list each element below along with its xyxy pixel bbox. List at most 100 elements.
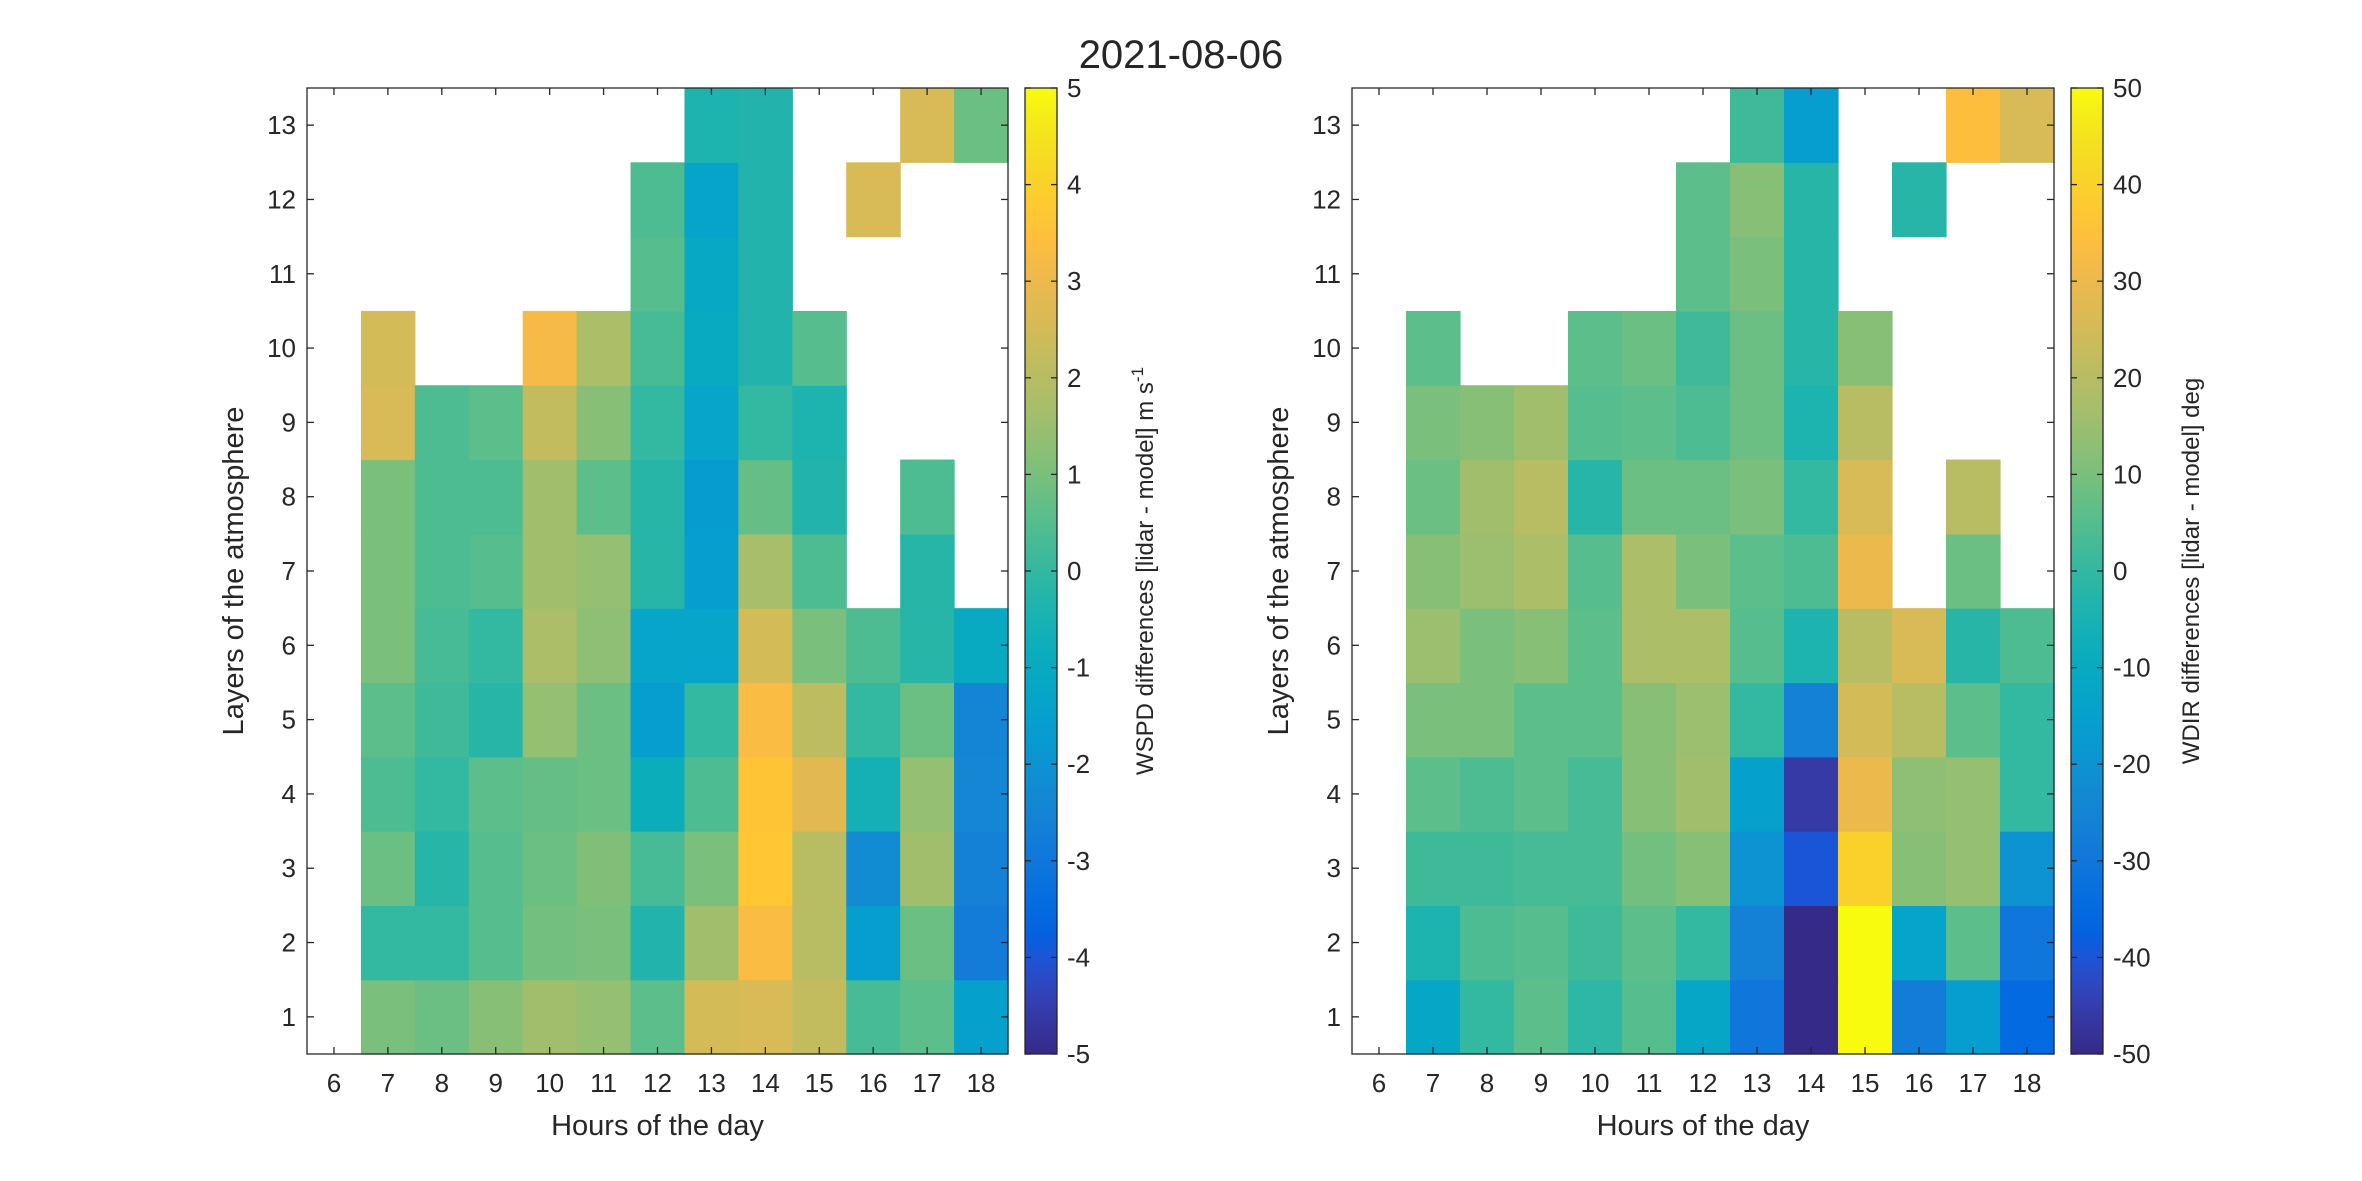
heatmap-cell-h9-l1 <box>468 979 524 1055</box>
heatmap-cell-h15-l8 <box>792 459 847 535</box>
heatmap-cell-h15-l6 <box>1838 608 1893 684</box>
heatmap-cell-h7-l5 <box>1406 682 1461 758</box>
heatmap-cell-h11-l9 <box>576 385 632 461</box>
y-tick-label: 13 <box>267 110 296 140</box>
heatmap-cell-h10-l10 <box>1568 310 1623 386</box>
heatmap-cell-h16-l12 <box>1892 162 1947 238</box>
heatmap-cell-h8-l6 <box>414 608 470 684</box>
heatmap-cell-h9-l6 <box>468 608 524 684</box>
heatmap-cell-h16-l4 <box>846 756 901 832</box>
heatmap-cell-h10-l9 <box>1568 385 1623 461</box>
heatmap-cell-h14-l11 <box>738 236 793 312</box>
y-tick-label: 11 <box>1314 259 1341 289</box>
heatmap-cell-h18-l13 <box>2000 88 2055 163</box>
heatmap-cell-h8-l8 <box>1460 459 1515 535</box>
heatmap-cell-h7-l6 <box>360 608 416 684</box>
heatmap-cell-h7-l2 <box>1406 905 1461 981</box>
heatmap-cell-h17-l2 <box>1946 905 2001 981</box>
heatmap-cell-h11-l10 <box>576 310 632 386</box>
heatmap-cell-h14-l4 <box>1784 756 1839 832</box>
heatmap-cell-h7-l9 <box>1406 385 1461 461</box>
x-tick-label: 14 <box>1797 1068 1826 1098</box>
x-tick-label: 13 <box>1743 1068 1772 1098</box>
heatmap-cell-h14-l10 <box>738 310 793 386</box>
heatmap-cell-h12-l4 <box>1676 756 1731 832</box>
heatmap-cell-h9-l5 <box>468 682 524 758</box>
heatmap-cell-h9-l8 <box>1514 459 1569 535</box>
heatmap-cell-h16-l5 <box>1892 682 1947 758</box>
colorbar-label: WDIR differences [lidar - model] deg <box>2178 378 2205 764</box>
heatmap-cell-h8-l6 <box>1460 608 1515 684</box>
heatmap-cell-h10-l9 <box>522 385 578 461</box>
heatmap-cell-h12-l8 <box>1676 459 1731 535</box>
heatmap-cell-h8-l3 <box>1460 831 1515 906</box>
heatmap-cell-h14-l1 <box>1784 979 1839 1055</box>
heatmap-cell-h12-l12 <box>1676 162 1731 238</box>
heatmap-cell-h10-l6 <box>1568 608 1623 684</box>
heatmap-cell-h18-l4 <box>2000 756 2055 832</box>
y-tick-label: 2 <box>282 928 296 958</box>
colorbar-tick-label: -4 <box>1067 942 1090 972</box>
colorbar-tick-label: -1 <box>1067 653 1090 683</box>
heatmap-cell-h14-l8 <box>738 459 793 535</box>
heatmap-cell-h13-l12 <box>684 162 739 238</box>
heatmap-cell-h17-l5 <box>1946 682 2001 758</box>
heatmap-cell-h7-l8 <box>1406 459 1461 535</box>
y-tick-label: 9 <box>1327 407 1341 437</box>
heatmap-cell-h8-l5 <box>1460 682 1515 758</box>
heatmap-cell-h17-l4 <box>1946 756 2001 832</box>
heatmap-cell-h7-l2 <box>360 905 416 981</box>
heatmap-cell-h15-l9 <box>792 385 847 461</box>
y-tick-label: 12 <box>1312 184 1341 214</box>
heatmap-cell-h15-l5 <box>792 682 847 758</box>
heatmap-cell-h14-l5 <box>738 682 793 758</box>
heatmap-cell-h17-l13 <box>900 88 955 163</box>
colorbar-tick-label: -2 <box>1067 749 1090 779</box>
heatmap-cell-h13-l2 <box>684 905 739 981</box>
heatmap-cell-h17-l13 <box>1946 88 2001 163</box>
heatmap-cell-h7-l1 <box>1406 979 1461 1055</box>
heatmap-cell-h13-l10 <box>684 310 739 386</box>
y-tick-label: 3 <box>1327 853 1341 883</box>
heatmap-cell-h18-l6 <box>954 608 1009 684</box>
x-tick-label: 14 <box>751 1068 780 1098</box>
x-tick-label: 9 <box>1534 1068 1548 1098</box>
heatmap-cell-h15-l8 <box>1838 459 1893 535</box>
heatmap-cell-h16-l6 <box>1892 608 1947 684</box>
x-axis-label: Hours of the day <box>1597 1110 1810 1142</box>
y-tick-label: 5 <box>282 705 296 735</box>
heatmap-cell-h7-l4 <box>1406 756 1461 832</box>
heatmap-cell-h7-l6 <box>1406 608 1461 684</box>
heatmap-cell-h11-l6 <box>576 608 632 684</box>
heatmap-cell-h18-l2 <box>2000 905 2055 981</box>
colorbar-tick-label: 2 <box>1067 363 1081 393</box>
heatmap-cell-h12-l5 <box>630 682 686 758</box>
heatmap-cell-h14-l1 <box>738 979 793 1055</box>
heatmap-cell-h16-l3 <box>846 831 901 906</box>
y-tick-label: 12 <box>267 184 296 214</box>
heatmap-cell-h10-l8 <box>1568 459 1623 535</box>
heatmap-cell-h12-l8 <box>630 459 686 535</box>
heatmap-cell-h11-l3 <box>576 831 632 906</box>
heatmap-cell-h11-l8 <box>576 459 632 535</box>
y-tick-label: 7 <box>1327 556 1341 586</box>
heatmap-cell-h12-l12 <box>630 162 686 238</box>
heatmap-cell-h11-l2 <box>1622 905 1677 981</box>
heatmap-cell-h17-l6 <box>1946 608 2001 684</box>
heatmap-cell-h13-l11 <box>684 236 739 312</box>
x-tick-label: 13 <box>697 1068 726 1098</box>
heatmap-cell-h18-l2 <box>954 905 1009 981</box>
heatmap-cell-h12-l3 <box>1676 831 1731 906</box>
heatmap-cell-h18-l3 <box>954 831 1009 906</box>
x-tick-label: 18 <box>2013 1068 2042 1098</box>
heatmap-cell-h17-l4 <box>900 756 955 832</box>
heatmap-cell-h9-l8 <box>468 459 524 535</box>
heatmap-cell-h14-l5 <box>1784 682 1839 758</box>
heatmap-cell-h16-l3 <box>1892 831 1947 906</box>
heatmap-cell-h10-l7 <box>522 533 578 609</box>
heatmap-cell-h14-l2 <box>738 905 793 981</box>
heatmap-cell-h16-l6 <box>846 608 901 684</box>
heatmap-cell-h14-l13 <box>1784 88 1839 163</box>
x-tick-label: 8 <box>1480 1068 1494 1098</box>
